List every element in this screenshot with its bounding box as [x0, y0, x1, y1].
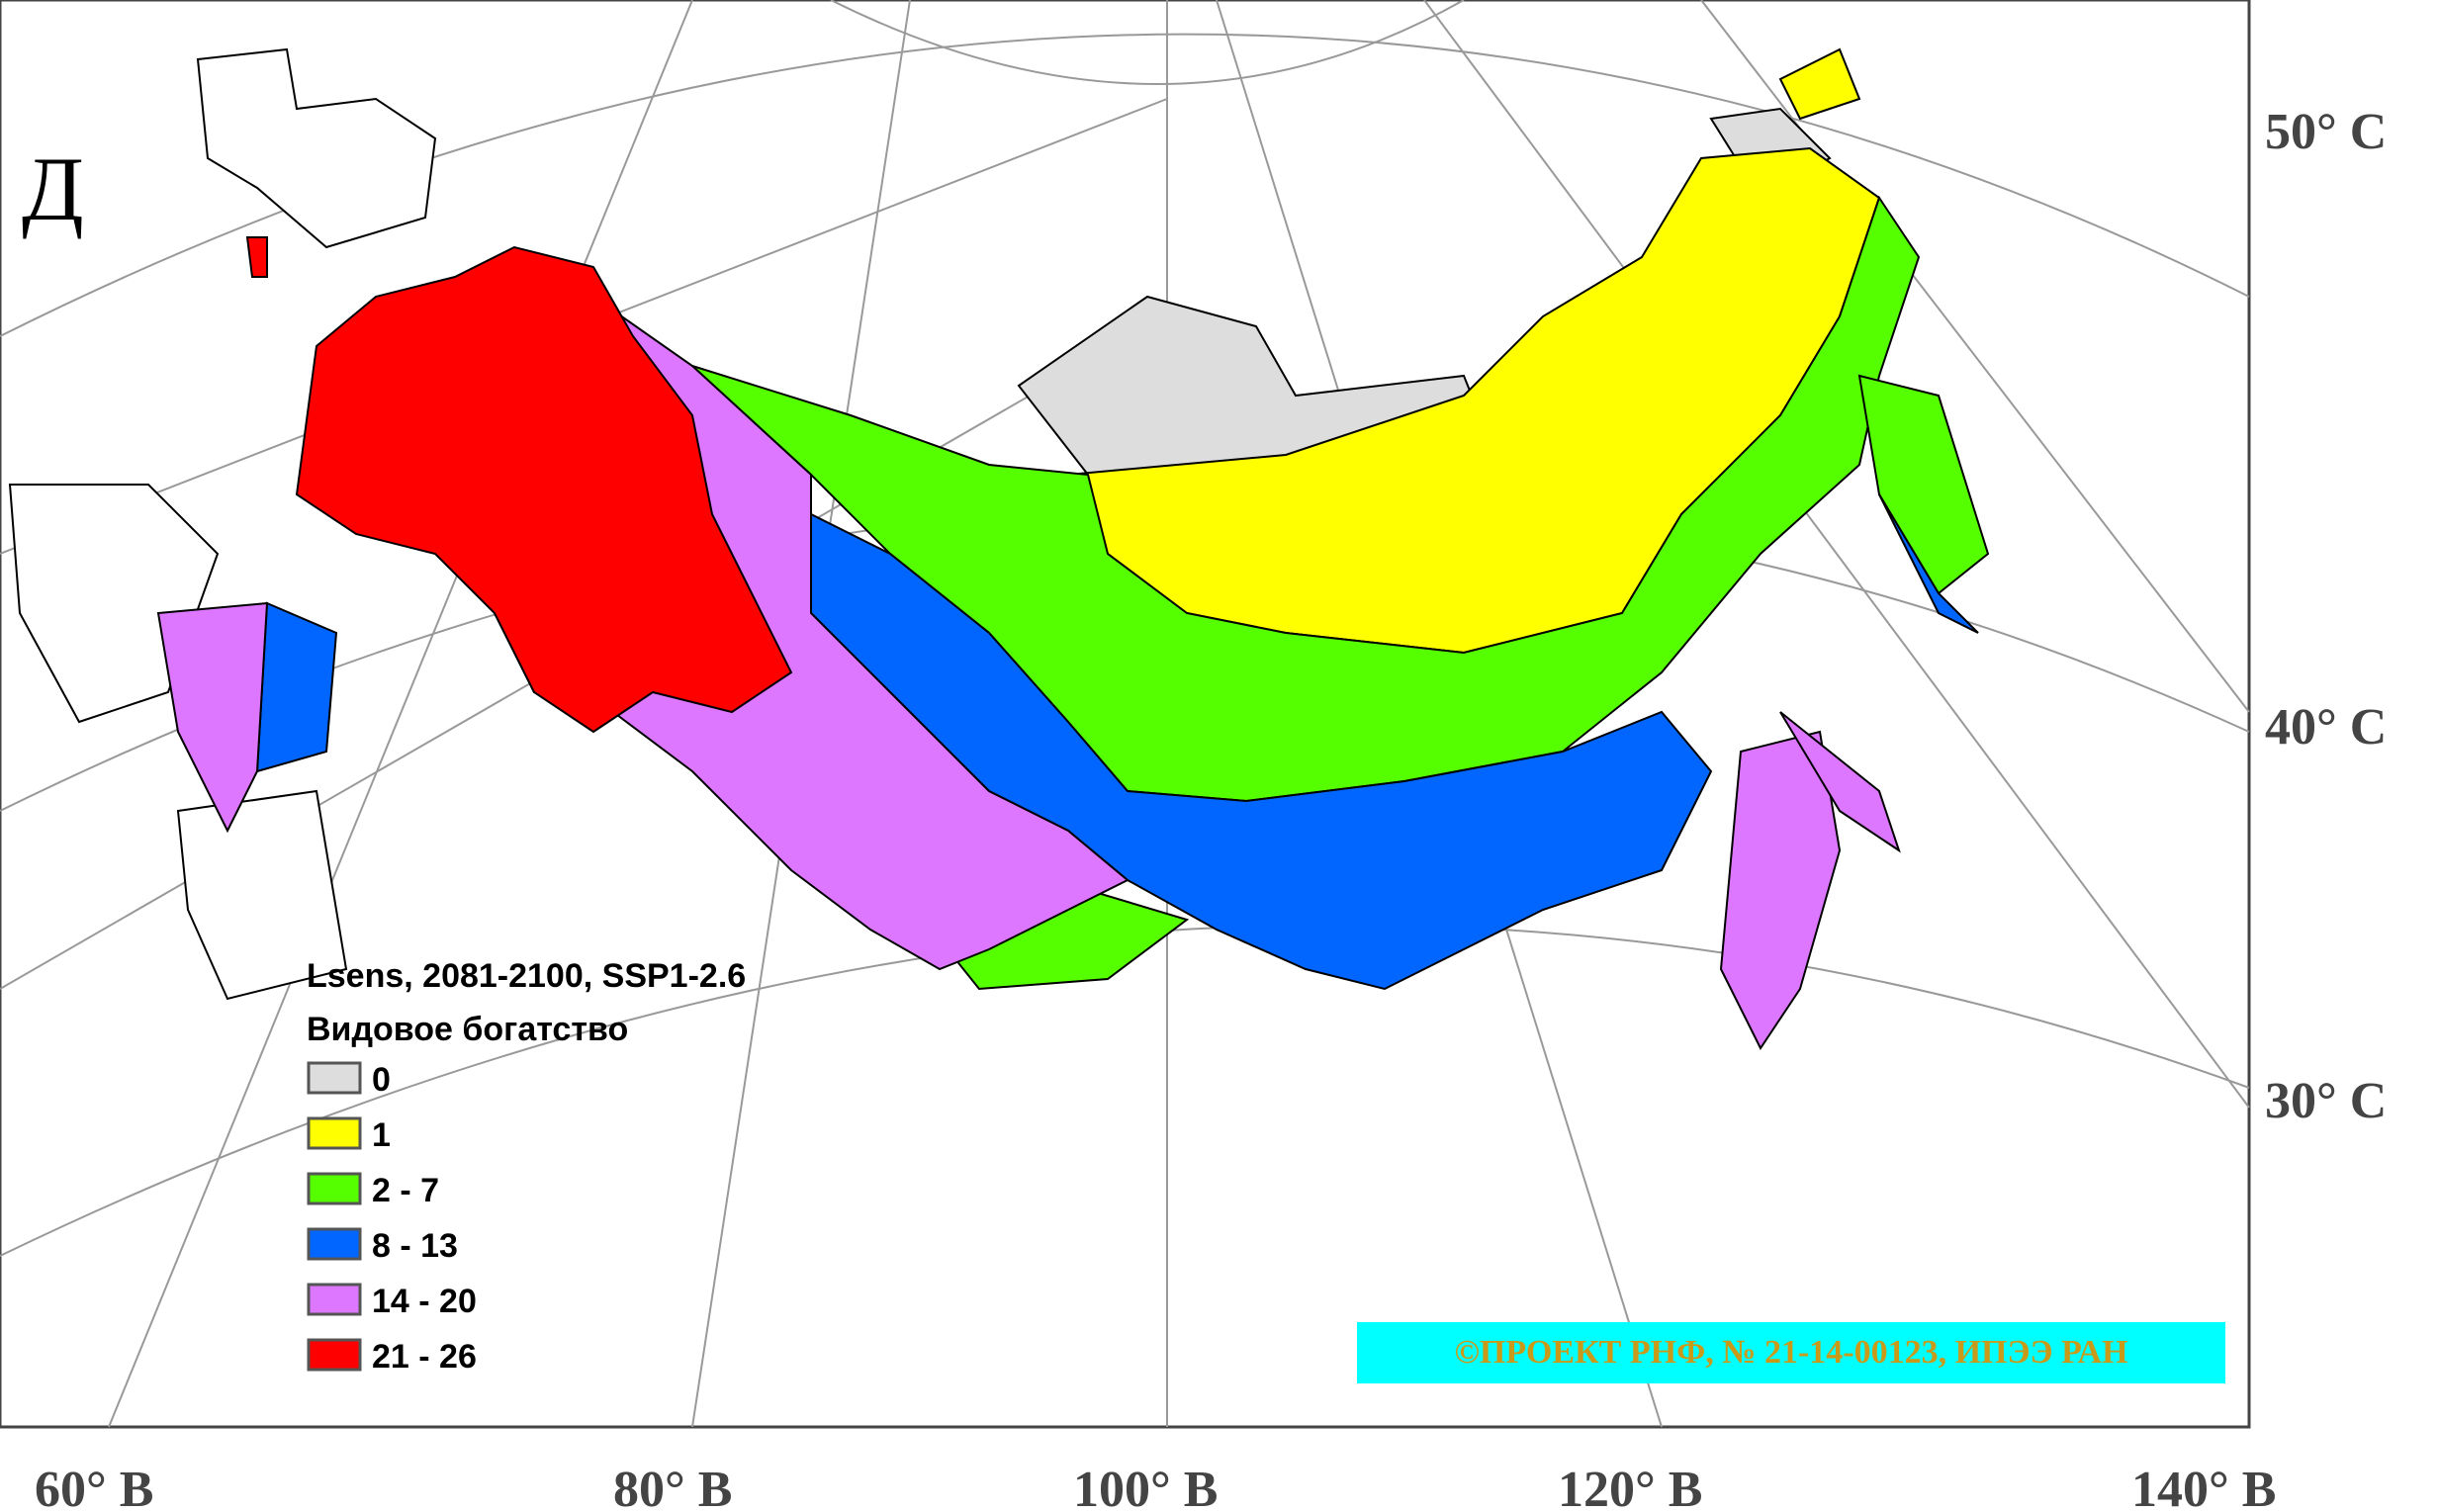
legend-swatch	[307, 1338, 362, 1372]
legend-swatch	[307, 1227, 362, 1261]
lat-label-30: 30° С	[2265, 1073, 2387, 1129]
legend-subtitle: Видовое богатство	[307, 1011, 628, 1048]
region-magenta-east	[1719, 730, 1842, 1050]
legend-label: 21 - 26	[372, 1338, 477, 1376]
region-red-west	[245, 236, 268, 278]
region-yellow-tip	[1778, 47, 1861, 121]
region-magenta-sakh	[1779, 711, 1901, 853]
legend-swatch	[307, 1283, 362, 1316]
region-red	[295, 245, 793, 734]
europe-outline	[196, 47, 437, 249]
lon-label-80: 80° В	[613, 1462, 732, 1512]
lon-label-60: 60° В	[35, 1462, 153, 1512]
lat-label-40: 40° С	[2265, 699, 2387, 756]
copyright-badge: ©ПРОЕКТ РНФ, № 21-14-00123, ИПЭЭ РАН	[1357, 1322, 2225, 1383]
legend-label: 8 - 13	[372, 1227, 458, 1265]
region-blue-east	[1878, 493, 1979, 634]
legend-title: Lsens, 2081-2100, SSP1-2.6	[307, 957, 746, 995]
legend: Lsens, 2081-2100, SSP1-2.6 Видовое богат…	[307, 957, 746, 1376]
lat-label-50: 50° С	[2265, 104, 2387, 160]
region-green-east	[1857, 374, 1990, 595]
region-blue-west	[255, 601, 338, 773]
legend-label: 0	[372, 1061, 391, 1099]
panel-letter: Д	[22, 138, 84, 239]
lon-label-140: 140° В	[2131, 1462, 2276, 1512]
legend-label: 1	[372, 1116, 391, 1154]
legend-label: 2 - 7	[372, 1172, 439, 1209]
legend-swatch	[307, 1061, 362, 1095]
legend-label: 14 - 20	[372, 1283, 477, 1320]
lon-label-120: 120° В	[1558, 1462, 1702, 1512]
south-outline	[176, 789, 348, 1001]
land-shapes	[8, 47, 1990, 1050]
legend-swatch	[307, 1116, 362, 1150]
legend-swatch	[307, 1172, 362, 1205]
region-magenta-west	[156, 601, 269, 834]
lon-label-100: 100° В	[1073, 1462, 1218, 1512]
